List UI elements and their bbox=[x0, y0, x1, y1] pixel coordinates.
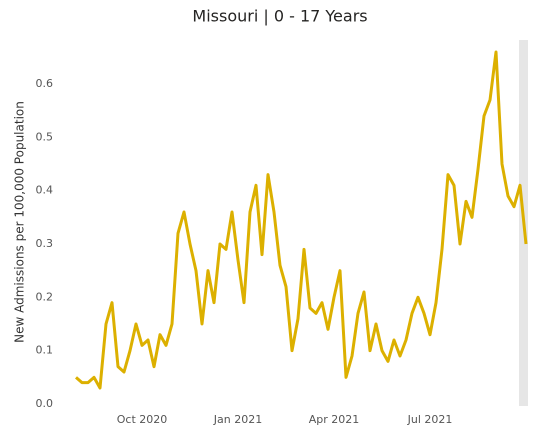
x-tick-label: Jan 2021 bbox=[213, 413, 262, 426]
y-tick-label: 0.1 bbox=[36, 344, 54, 357]
x-tick-label: Oct 2020 bbox=[117, 413, 168, 426]
x-tick-label: Apr 2021 bbox=[309, 413, 360, 426]
chart-title: Missouri | 0 - 17 Years bbox=[192, 7, 367, 26]
x-tick-label: Jul 2021 bbox=[407, 413, 453, 426]
y-tick-label: 0.5 bbox=[36, 130, 54, 143]
y-tick-label: 0.3 bbox=[36, 237, 54, 250]
y-tick-label: 0.2 bbox=[36, 290, 54, 303]
y-tick-label: 0.4 bbox=[36, 184, 54, 197]
y-tick-label: 0.0 bbox=[36, 397, 54, 410]
y-tick-label: 0.6 bbox=[36, 77, 54, 90]
data-line bbox=[75, 50, 528, 390]
y-axis-label: New Admissions per 100,000 Population bbox=[13, 101, 27, 343]
